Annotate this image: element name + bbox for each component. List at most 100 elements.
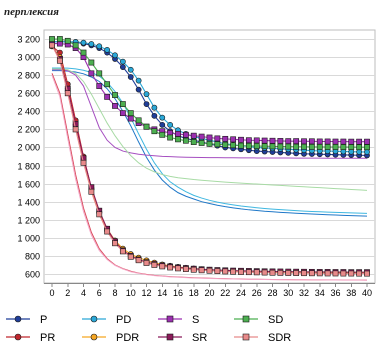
data-point <box>127 115 134 122</box>
legend-item-s: S <box>158 314 199 326</box>
data-point <box>348 144 355 151</box>
data-point <box>182 137 189 144</box>
data-point <box>230 268 237 275</box>
data-point <box>269 269 276 276</box>
x-tick-label: 32 <box>299 288 309 298</box>
data-point <box>119 248 126 255</box>
data-point <box>324 144 331 150</box>
data-point <box>253 137 260 144</box>
data-point <box>269 137 276 144</box>
data-point <box>356 270 363 277</box>
x-tick-label: 22 <box>220 288 230 298</box>
data-point <box>127 74 134 80</box>
data-point <box>49 42 55 49</box>
series-line <box>51 73 368 281</box>
legend-marker <box>242 315 250 323</box>
grid <box>43 29 376 284</box>
x-tick-label: 38 <box>346 288 356 298</box>
data-point <box>80 159 87 166</box>
data-point <box>293 270 300 276</box>
data-point <box>214 268 221 274</box>
legend-marker <box>166 333 174 341</box>
data-point <box>364 149 370 155</box>
x-tick-label: 34 <box>315 288 325 298</box>
data-point <box>206 140 213 147</box>
data-point <box>324 138 331 145</box>
legend-item-sdr: SDR <box>234 332 291 344</box>
data-point <box>143 91 150 98</box>
data-point <box>64 90 71 97</box>
y-tick-label: 3 000 <box>17 53 40 63</box>
legend-item-pr: PR <box>6 332 55 344</box>
data-point <box>135 117 142 124</box>
x-tick-label: 36 <box>330 288 340 298</box>
y-tick-label: 600 <box>25 270 40 280</box>
data-point <box>348 138 355 145</box>
x-tick-label: 14 <box>157 288 167 298</box>
data-point <box>190 266 197 273</box>
series-line <box>52 68 368 191</box>
data-point <box>253 269 260 276</box>
data-point <box>356 144 363 151</box>
data-point <box>308 270 315 277</box>
data-point <box>332 144 339 150</box>
y-tick-label: 1 400 <box>17 198 40 208</box>
legend-marker <box>90 333 98 341</box>
x-tick-label: 26 <box>252 288 262 298</box>
series-line <box>52 69 367 159</box>
data-point <box>88 59 95 66</box>
data-point <box>159 131 166 138</box>
data-point <box>261 269 268 276</box>
legend-item-sd: SD <box>234 314 283 326</box>
data-point <box>151 104 158 111</box>
data-point <box>112 240 118 247</box>
data-point <box>285 138 292 145</box>
data-point <box>293 138 300 145</box>
legend-item-pdr: PDR <box>82 332 139 344</box>
series-line <box>51 45 367 274</box>
data-point <box>316 144 323 150</box>
data-point <box>64 37 71 44</box>
data-point <box>104 46 111 53</box>
x-tick-label: 18 <box>189 288 199 298</box>
legend-label: PR <box>40 332 55 344</box>
data-point <box>104 93 111 100</box>
data-point <box>80 39 87 46</box>
series-sd <box>49 36 370 151</box>
data-point <box>364 138 370 145</box>
y-tick-label: 1 200 <box>17 216 40 226</box>
data-point <box>190 139 197 145</box>
data-point <box>175 131 181 137</box>
data-point <box>127 110 134 117</box>
data-point <box>112 52 118 59</box>
data-point <box>104 228 111 235</box>
data-point <box>56 36 63 42</box>
data-point <box>96 211 103 218</box>
data-point <box>245 269 252 276</box>
data-point <box>88 188 95 195</box>
data-point <box>143 123 150 130</box>
legend-marker <box>14 315 22 323</box>
data-point <box>261 143 268 150</box>
data-point <box>80 49 87 56</box>
data-point <box>277 269 284 276</box>
y-tick-label: 1 000 <box>17 234 40 244</box>
data-point <box>198 140 205 146</box>
legend: P PD S SD PR PDR SR SDR <box>6 314 291 344</box>
data-point <box>261 137 268 144</box>
data-point <box>222 141 229 148</box>
data-point <box>88 41 95 47</box>
data-point <box>198 267 205 274</box>
y-tick-label: 800 <box>25 252 40 262</box>
data-point <box>214 141 221 148</box>
x-tick-label: 30 <box>283 288 293 298</box>
data-point <box>182 266 189 272</box>
data-point <box>96 43 103 50</box>
x-tick-label: 2 <box>65 288 70 298</box>
data-point <box>285 143 292 150</box>
data-point <box>301 270 307 277</box>
data-point <box>340 138 347 145</box>
legend-marker <box>90 315 98 323</box>
data-point <box>159 263 166 270</box>
